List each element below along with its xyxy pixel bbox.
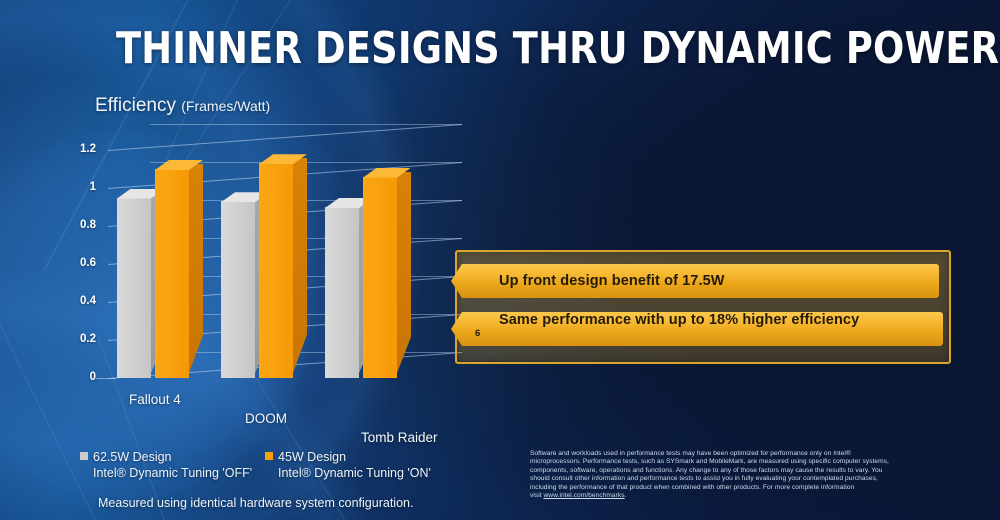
bar-top-face (325, 198, 373, 208)
slide-title: THINNER DESIGNS THRU DYNAMIC POWER SHARI… (116, 23, 1000, 74)
chart-title-unit: (Frames/Watt) (181, 98, 271, 114)
y-tick-0.6: 0.6 (80, 257, 96, 269)
y-tick-0.2: 0.2 (80, 333, 96, 345)
callout-banner-2-footnote: 6 (475, 328, 481, 340)
chart-title: Efficiency (Frames/Watt) (95, 95, 270, 117)
bar-side-face (189, 164, 203, 373)
bar-top-face (221, 192, 269, 203)
gridline-back-0 (150, 352, 462, 353)
legal-line-5: including the performance of that produc… (530, 483, 855, 491)
legend-item-1-line1: 45W Design (278, 450, 347, 464)
axis-origin-mark (96, 378, 116, 379)
legal-visit-suffix: . (624, 492, 627, 500)
legend-item-1: 45W Design Intel® Dynamic Tuning 'ON' (265, 450, 431, 480)
bar-front-face (325, 207, 359, 378)
callout-banner-1-label: Up front design benefit of 17.5W (475, 273, 725, 289)
bar-side-face (293, 158, 307, 373)
bar-top-face (259, 154, 307, 165)
bar-side-face (397, 171, 411, 373)
legend-item-1-line2: Intel® Dynamic Tuning 'ON' (278, 466, 431, 480)
callout-banner-2[interactable]: Same performance with up to 18% higher e… (451, 312, 943, 346)
legal-line-3: components, software, operations and fun… (530, 466, 883, 474)
bar-tomb-raider-series-0 (325, 198, 373, 378)
bar-front-face (221, 201, 255, 378)
legal-visit-prefix: visit (530, 492, 544, 500)
bar-front-face (155, 169, 189, 378)
bar-doom-series-0 (221, 192, 269, 378)
callout-banner-2-label: Same performance with up to 18% higher e… (475, 312, 859, 346)
legal-line-1: Software and workloads used in performan… (530, 450, 851, 457)
chart-title-main: Efficiency (95, 95, 176, 116)
callout-banner-1-text: Up front design benefit of 17.5W (499, 273, 725, 289)
callout-banner-2-text: Same performance with up to 18% higher e… (499, 312, 860, 329)
x-label-tomb-raider: Tomb Raider (361, 430, 438, 445)
legend-swatch-orange-icon (265, 452, 273, 460)
callout-banner-1[interactable]: Up front design benefit of 17.5W (451, 264, 939, 298)
bar-fallout-4-series-0 (117, 188, 165, 378)
legend-item-0-line1: 62.5W Design (93, 450, 172, 464)
legal-line-2: microprocessors. Performance tests, such… (530, 458, 889, 466)
legal-line-6: visit www.intel.com/benchmarks. (530, 492, 980, 500)
gridline-back-1.2 (150, 124, 462, 125)
legend-swatch-gray-icon (80, 452, 88, 460)
y-tick-1.2: 1.2 (80, 143, 96, 155)
y-tick-0.8: 0.8 (80, 219, 96, 231)
efficiency-bar-chart: Efficiency (Frames/Watt) 1.2 1 0.8 0.6 0.4 0.… (0, 90, 470, 445)
bar-front-face (117, 197, 151, 378)
bar-tomb-raider-series-1 (363, 167, 411, 378)
y-tick-0.4: 0.4 (80, 295, 96, 307)
legend-item-0: 62.5W Design Intel® Dynamic Tuning 'OFF' (80, 450, 252, 480)
legal-disclaimer: Software and workloads used in performan… (530, 450, 980, 500)
y-tick-1: 1 (89, 181, 96, 193)
gridline-1.2 (107, 124, 463, 151)
callout-panel: Up front design benefit of 17.5W Same pe… (451, 250, 951, 364)
bar-top-face (363, 167, 411, 178)
legal-line-4: should consult other information and per… (530, 475, 878, 483)
bar-front-face (259, 163, 293, 378)
bar-top-face (155, 160, 203, 170)
measurement-note: Measured using identical hardware system… (98, 496, 414, 510)
x-label-doom: DOOM (245, 411, 287, 426)
benchmarks-link[interactable]: www.intel.com/benchmarks (543, 492, 625, 500)
bar-fallout-4-series-1 (155, 160, 203, 378)
y-tick-0: 0 (89, 371, 96, 383)
legend-item-0-line2: Intel® Dynamic Tuning 'OFF' (93, 466, 253, 480)
bar-doom-series-1 (259, 154, 307, 378)
x-label-fallout-4: Fallout 4 (129, 392, 181, 407)
bar-front-face (363, 176, 397, 378)
bar-top-face (117, 188, 165, 199)
